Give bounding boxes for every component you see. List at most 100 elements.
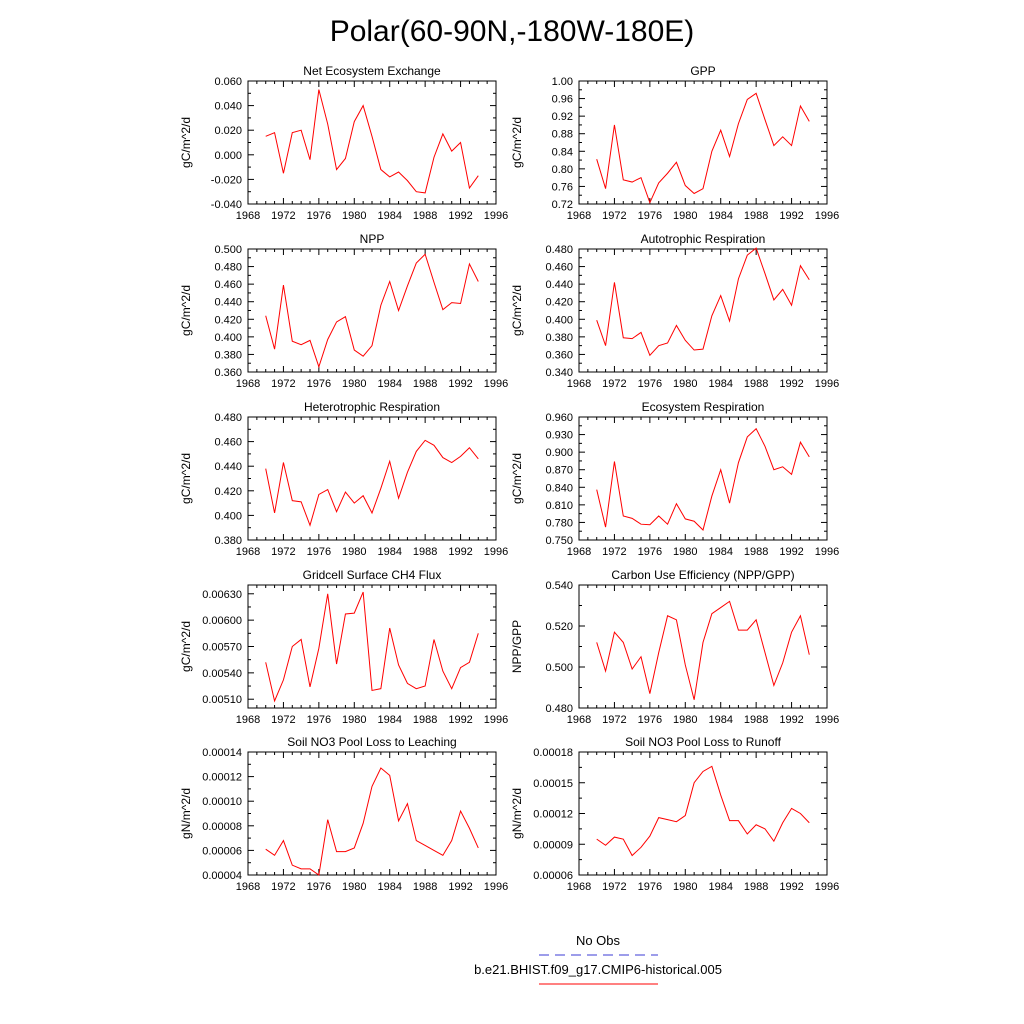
x-tick-label: 1992 bbox=[448, 378, 472, 390]
y-tick-label: 0.380 bbox=[214, 349, 242, 361]
y-tick-label: 0.72 bbox=[552, 199, 573, 211]
y-tick-label: 0.92 bbox=[552, 111, 573, 123]
x-tick-label: 1996 bbox=[815, 881, 839, 893]
y-tick-label: 0.00015 bbox=[533, 778, 573, 790]
panel-title: GPP bbox=[690, 64, 715, 78]
legend: No Obs b.e21.BHIST.f09_g17.CMIP6-histori… bbox=[474, 933, 722, 985]
x-tick-label: 1976 bbox=[307, 881, 331, 893]
x-tick-label: 1984 bbox=[377, 378, 401, 390]
y-tick-label: 0.360 bbox=[545, 349, 573, 361]
y-axis-label: gN/m^2/d bbox=[179, 788, 193, 839]
panel-1: Net Ecosystem Exchange gC/m^2/d 1968 1972 19… bbox=[179, 64, 508, 222]
x-tick-label: 1992 bbox=[448, 714, 472, 726]
y-tick-label: 0.500 bbox=[545, 662, 573, 674]
y-tick-label: 0.84 bbox=[552, 146, 573, 158]
x-tick-label: 1980 bbox=[673, 881, 697, 893]
plot-frame bbox=[247, 80, 497, 205]
y-tick-label: 0.900 bbox=[545, 447, 573, 459]
panel-10: Soil NO3 Pool Loss to Runoff gN/m^2/d 1968… bbox=[510, 735, 839, 893]
x-tick-label: 1992 bbox=[779, 210, 803, 222]
panel-3: NPP gC/m^2/d 1968 1972 1976 1980 1984 1988 1992 1… bbox=[179, 232, 508, 390]
y-axis-label: gC/m^2/d bbox=[179, 285, 193, 336]
x-tick-label: 1972 bbox=[271, 546, 295, 558]
y-tick-label: 0.00008 bbox=[202, 821, 242, 833]
y-tick-label: 0.00540 bbox=[202, 668, 242, 680]
x-tick-label: 1984 bbox=[708, 210, 732, 222]
y-tick-label: 0.00006 bbox=[533, 870, 573, 882]
x-tick-label: 1972 bbox=[602, 210, 626, 222]
y-tick-label: 0.380 bbox=[545, 332, 573, 344]
x-tick-label: 1972 bbox=[271, 714, 295, 726]
y-tick-label: 0.400 bbox=[214, 510, 242, 522]
panels: Net Ecosystem Exchange gC/m^2/d 1968 1972 19… bbox=[179, 64, 839, 893]
series-line bbox=[265, 439, 479, 527]
y-tick-label: 0.960 bbox=[545, 412, 573, 424]
x-tick-label: 1976 bbox=[307, 714, 331, 726]
plot-frame bbox=[578, 80, 828, 205]
y-tick-label: 0.00010 bbox=[202, 796, 242, 808]
y-tick-label: 0.76 bbox=[552, 181, 573, 193]
x-tick-label: 1984 bbox=[708, 714, 732, 726]
y-tick-label: 0.480 bbox=[214, 412, 242, 424]
y-tick-label: 0.88 bbox=[552, 129, 573, 141]
plot-frame bbox=[578, 751, 828, 876]
plot-frame bbox=[578, 584, 828, 709]
plot-frame bbox=[578, 416, 828, 541]
panel-title: Ecosystem Respiration bbox=[642, 400, 765, 414]
y-tick-label: 0.750 bbox=[545, 535, 573, 547]
x-tick-label: 1996 bbox=[484, 210, 508, 222]
panel-title: Heterotrophic Respiration bbox=[304, 400, 440, 414]
x-tick-label: 1988 bbox=[744, 714, 768, 726]
y-tick-label: 0.480 bbox=[545, 244, 573, 256]
x-tick-label: 1980 bbox=[673, 546, 697, 558]
x-tick-label: 1992 bbox=[779, 881, 803, 893]
x-tick-label: 1980 bbox=[342, 881, 366, 893]
y-tick-label: -0.040 bbox=[211, 199, 242, 211]
x-tick-label: 1968 bbox=[236, 714, 260, 726]
panel-7: Gridcell Surface CH4 Flux gC/m^2/d 1968 197… bbox=[179, 568, 508, 726]
y-tick-label: 0.00014 bbox=[202, 747, 242, 759]
x-tick-label: 1992 bbox=[779, 378, 803, 390]
y-tick-label: 0.040 bbox=[214, 101, 242, 113]
x-tick-label: 1984 bbox=[377, 881, 401, 893]
x-tick-label: 1968 bbox=[236, 378, 260, 390]
y-tick-label: 0.00570 bbox=[202, 642, 242, 654]
x-tick-label: 1984 bbox=[708, 881, 732, 893]
series-line bbox=[596, 92, 810, 205]
series-line bbox=[596, 247, 810, 357]
x-tick-label: 1980 bbox=[673, 210, 697, 222]
x-tick-label: 1968 bbox=[236, 881, 260, 893]
y-tick-label: 0.00630 bbox=[202, 589, 242, 601]
x-tick-label: 1976 bbox=[638, 881, 662, 893]
y-tick-label: 0.00004 bbox=[202, 870, 242, 882]
panel-5: Heterotrophic Respiration gC/m^2/d 1968 197… bbox=[179, 400, 508, 558]
x-tick-label: 1992 bbox=[779, 714, 803, 726]
y-tick-label: 0.400 bbox=[214, 332, 242, 344]
x-tick-label: 1992 bbox=[448, 881, 472, 893]
x-tick-label: 1992 bbox=[448, 546, 472, 558]
x-tick-label: 1968 bbox=[567, 546, 591, 558]
y-tick-label: 0.440 bbox=[214, 297, 242, 309]
y-tick-label: 0.00006 bbox=[202, 845, 242, 857]
x-tick-label: 1972 bbox=[271, 881, 295, 893]
x-tick-label: 1980 bbox=[342, 546, 366, 558]
x-tick-label: 1976 bbox=[638, 378, 662, 390]
x-tick-label: 1996 bbox=[815, 378, 839, 390]
y-tick-label: -0.020 bbox=[211, 174, 242, 186]
series-line bbox=[265, 591, 479, 703]
y-tick-label: 0.96 bbox=[552, 94, 573, 106]
series-line bbox=[265, 767, 479, 876]
y-tick-label: 0.460 bbox=[214, 279, 242, 291]
x-tick-label: 1976 bbox=[307, 546, 331, 558]
panel-8: Carbon Use Efficiency (NPP/GPP) NPP/GPP 19… bbox=[510, 568, 839, 726]
x-tick-label: 1972 bbox=[602, 546, 626, 558]
y-tick-label: 0.420 bbox=[214, 486, 242, 498]
y-tick-label: 0.480 bbox=[214, 262, 242, 274]
y-tick-label: 0.00012 bbox=[202, 772, 242, 784]
x-tick-label: 1988 bbox=[413, 714, 437, 726]
series-line bbox=[265, 253, 479, 369]
y-tick-label: 0.480 bbox=[545, 703, 573, 715]
plot-frame bbox=[578, 248, 828, 373]
x-tick-label: 1968 bbox=[567, 881, 591, 893]
